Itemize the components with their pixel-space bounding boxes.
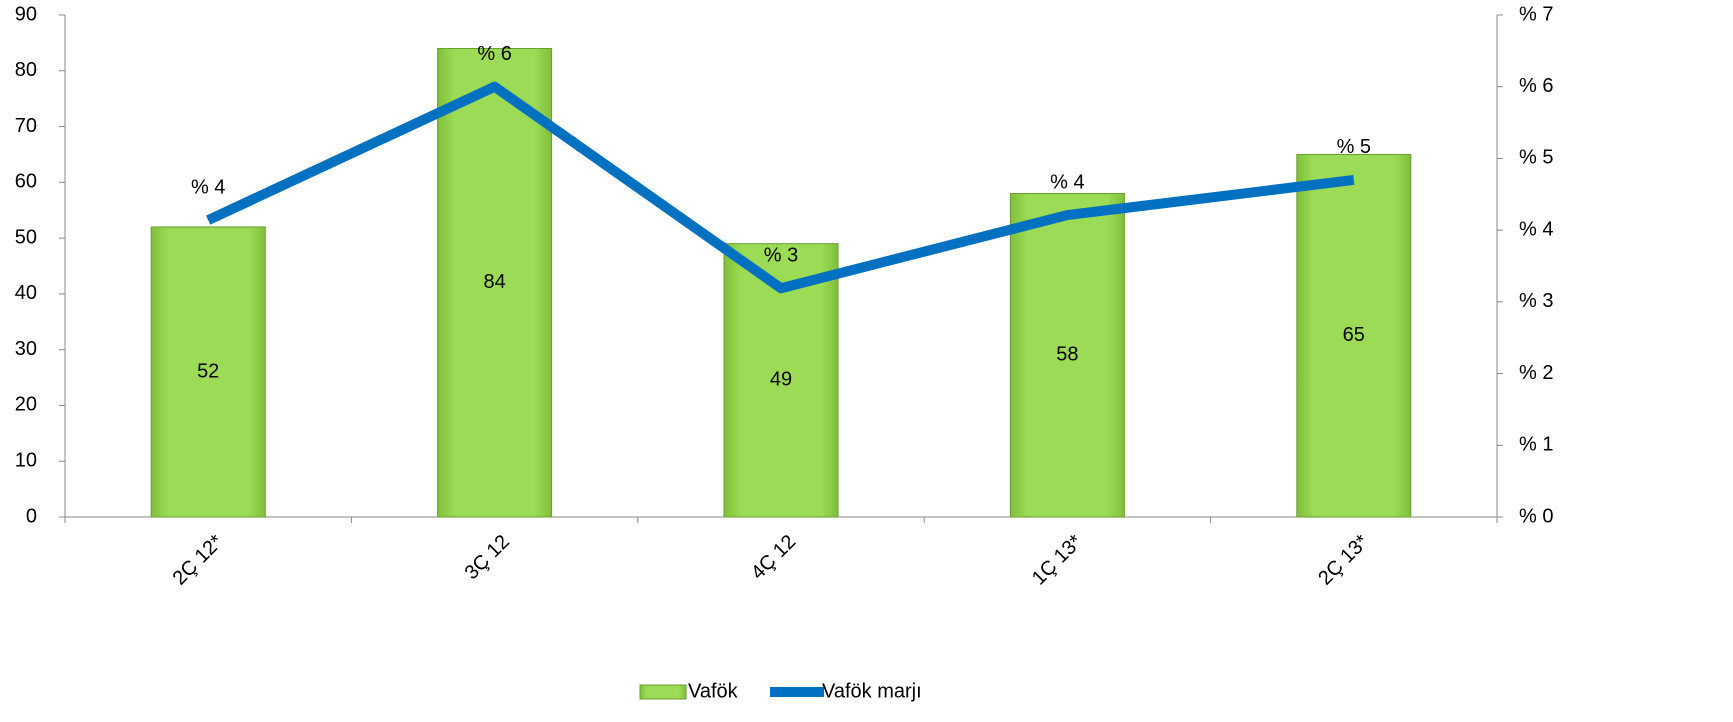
y-tick-label: 50 xyxy=(15,226,37,248)
y2-tick-label: % 7 xyxy=(1519,3,1553,25)
x-tick-label: 4Ç 12 xyxy=(747,531,800,584)
y2-tick-label: % 2 xyxy=(1519,362,1553,384)
y2-tick-label: % 1 xyxy=(1519,434,1553,456)
bar-label: 52 xyxy=(197,360,219,382)
y-tick-label: 30 xyxy=(15,338,37,360)
line-label: % 5 xyxy=(1337,136,1371,158)
bar xyxy=(1296,153,1412,518)
y-tick-label: 60 xyxy=(15,171,37,193)
bar xyxy=(150,226,266,518)
line-label: % 3 xyxy=(764,245,798,267)
line-label: % 6 xyxy=(477,43,511,65)
line-label: % 4 xyxy=(1050,171,1084,193)
y-tick-label: 10 xyxy=(15,450,37,472)
bar xyxy=(437,47,553,518)
y-tick-label: 0 xyxy=(26,505,37,527)
x-tick-label: 2Ç 13* xyxy=(1314,531,1373,590)
bar-label: 84 xyxy=(483,271,505,293)
y2-tick-label: % 4 xyxy=(1519,218,1553,240)
y-tick-label: 40 xyxy=(15,282,37,304)
y-tick-label: 20 xyxy=(15,394,37,416)
y2-tick-label: % 3 xyxy=(1519,290,1553,312)
y2-tick-label: % 0 xyxy=(1519,505,1553,527)
x-tick-label: 2Ç 12* xyxy=(169,531,228,590)
bar-label: 49 xyxy=(770,369,792,391)
y-tick-label: 80 xyxy=(15,59,37,81)
x-tick-label: 1Ç 13* xyxy=(1028,531,1087,590)
y-tick-label: 70 xyxy=(15,115,37,137)
bar-label: 65 xyxy=(1343,324,1365,346)
line-label: % 4 xyxy=(191,176,225,198)
legend-swatch xyxy=(639,684,687,700)
line xyxy=(206,81,1355,294)
y2-tick-label: % 5 xyxy=(1519,147,1553,169)
bar xyxy=(1009,192,1125,518)
legend-label: Vafök marjı xyxy=(822,680,922,702)
y-tick-label: 90 xyxy=(15,3,37,25)
x-tick-label: 3Ç 12 xyxy=(461,531,514,584)
legend-label: Vafök xyxy=(688,680,739,702)
y2-tick-label: % 6 xyxy=(1519,75,1553,97)
bar-label: 58 xyxy=(1056,344,1078,366)
